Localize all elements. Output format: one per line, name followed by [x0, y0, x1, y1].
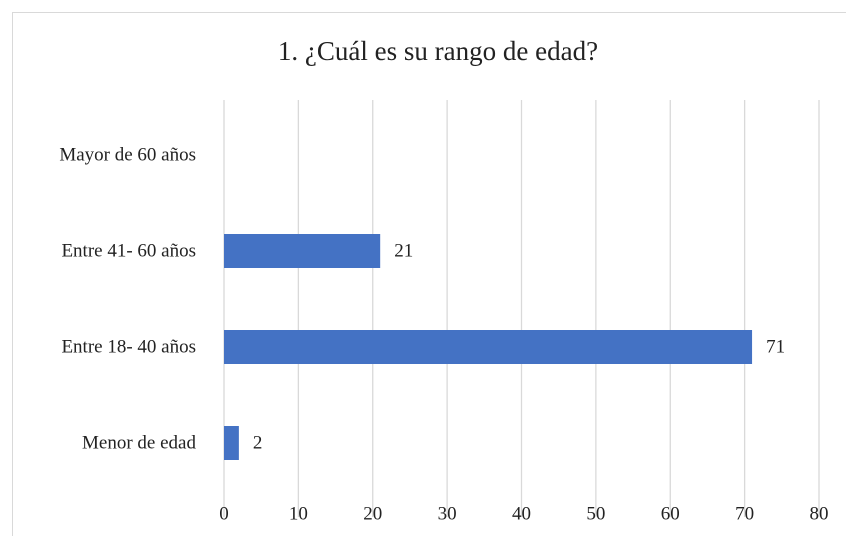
- x-tick-label: 30: [438, 503, 457, 524]
- x-tick-label: 70: [735, 503, 754, 524]
- x-tick-label: 20: [363, 503, 382, 524]
- x-tick-label: 80: [810, 503, 829, 524]
- y-tick-label: Entre 41- 60 años: [61, 240, 196, 261]
- x-tick-label: 10: [289, 503, 308, 524]
- data-label: 21: [394, 240, 413, 261]
- bar: [224, 426, 239, 460]
- x-tick-label: 40: [512, 503, 531, 524]
- data-label: 2: [253, 432, 263, 453]
- data-label: 71: [766, 336, 785, 357]
- y-tick-label: Mayor de 60 años: [59, 144, 196, 165]
- x-tick-label: 60: [661, 503, 680, 524]
- y-tick-label: Entre 18- 40 años: [61, 336, 196, 357]
- x-tick-label: 0: [219, 503, 229, 524]
- bar: [224, 234, 381, 268]
- chart-title: 1. ¿Cuál es su rango de edad?: [278, 36, 598, 66]
- y-tick-label: Menor de edad: [82, 432, 196, 453]
- chart-frame: [12, 12, 846, 536]
- x-tick-label: 50: [586, 503, 605, 524]
- bar: [224, 330, 753, 364]
